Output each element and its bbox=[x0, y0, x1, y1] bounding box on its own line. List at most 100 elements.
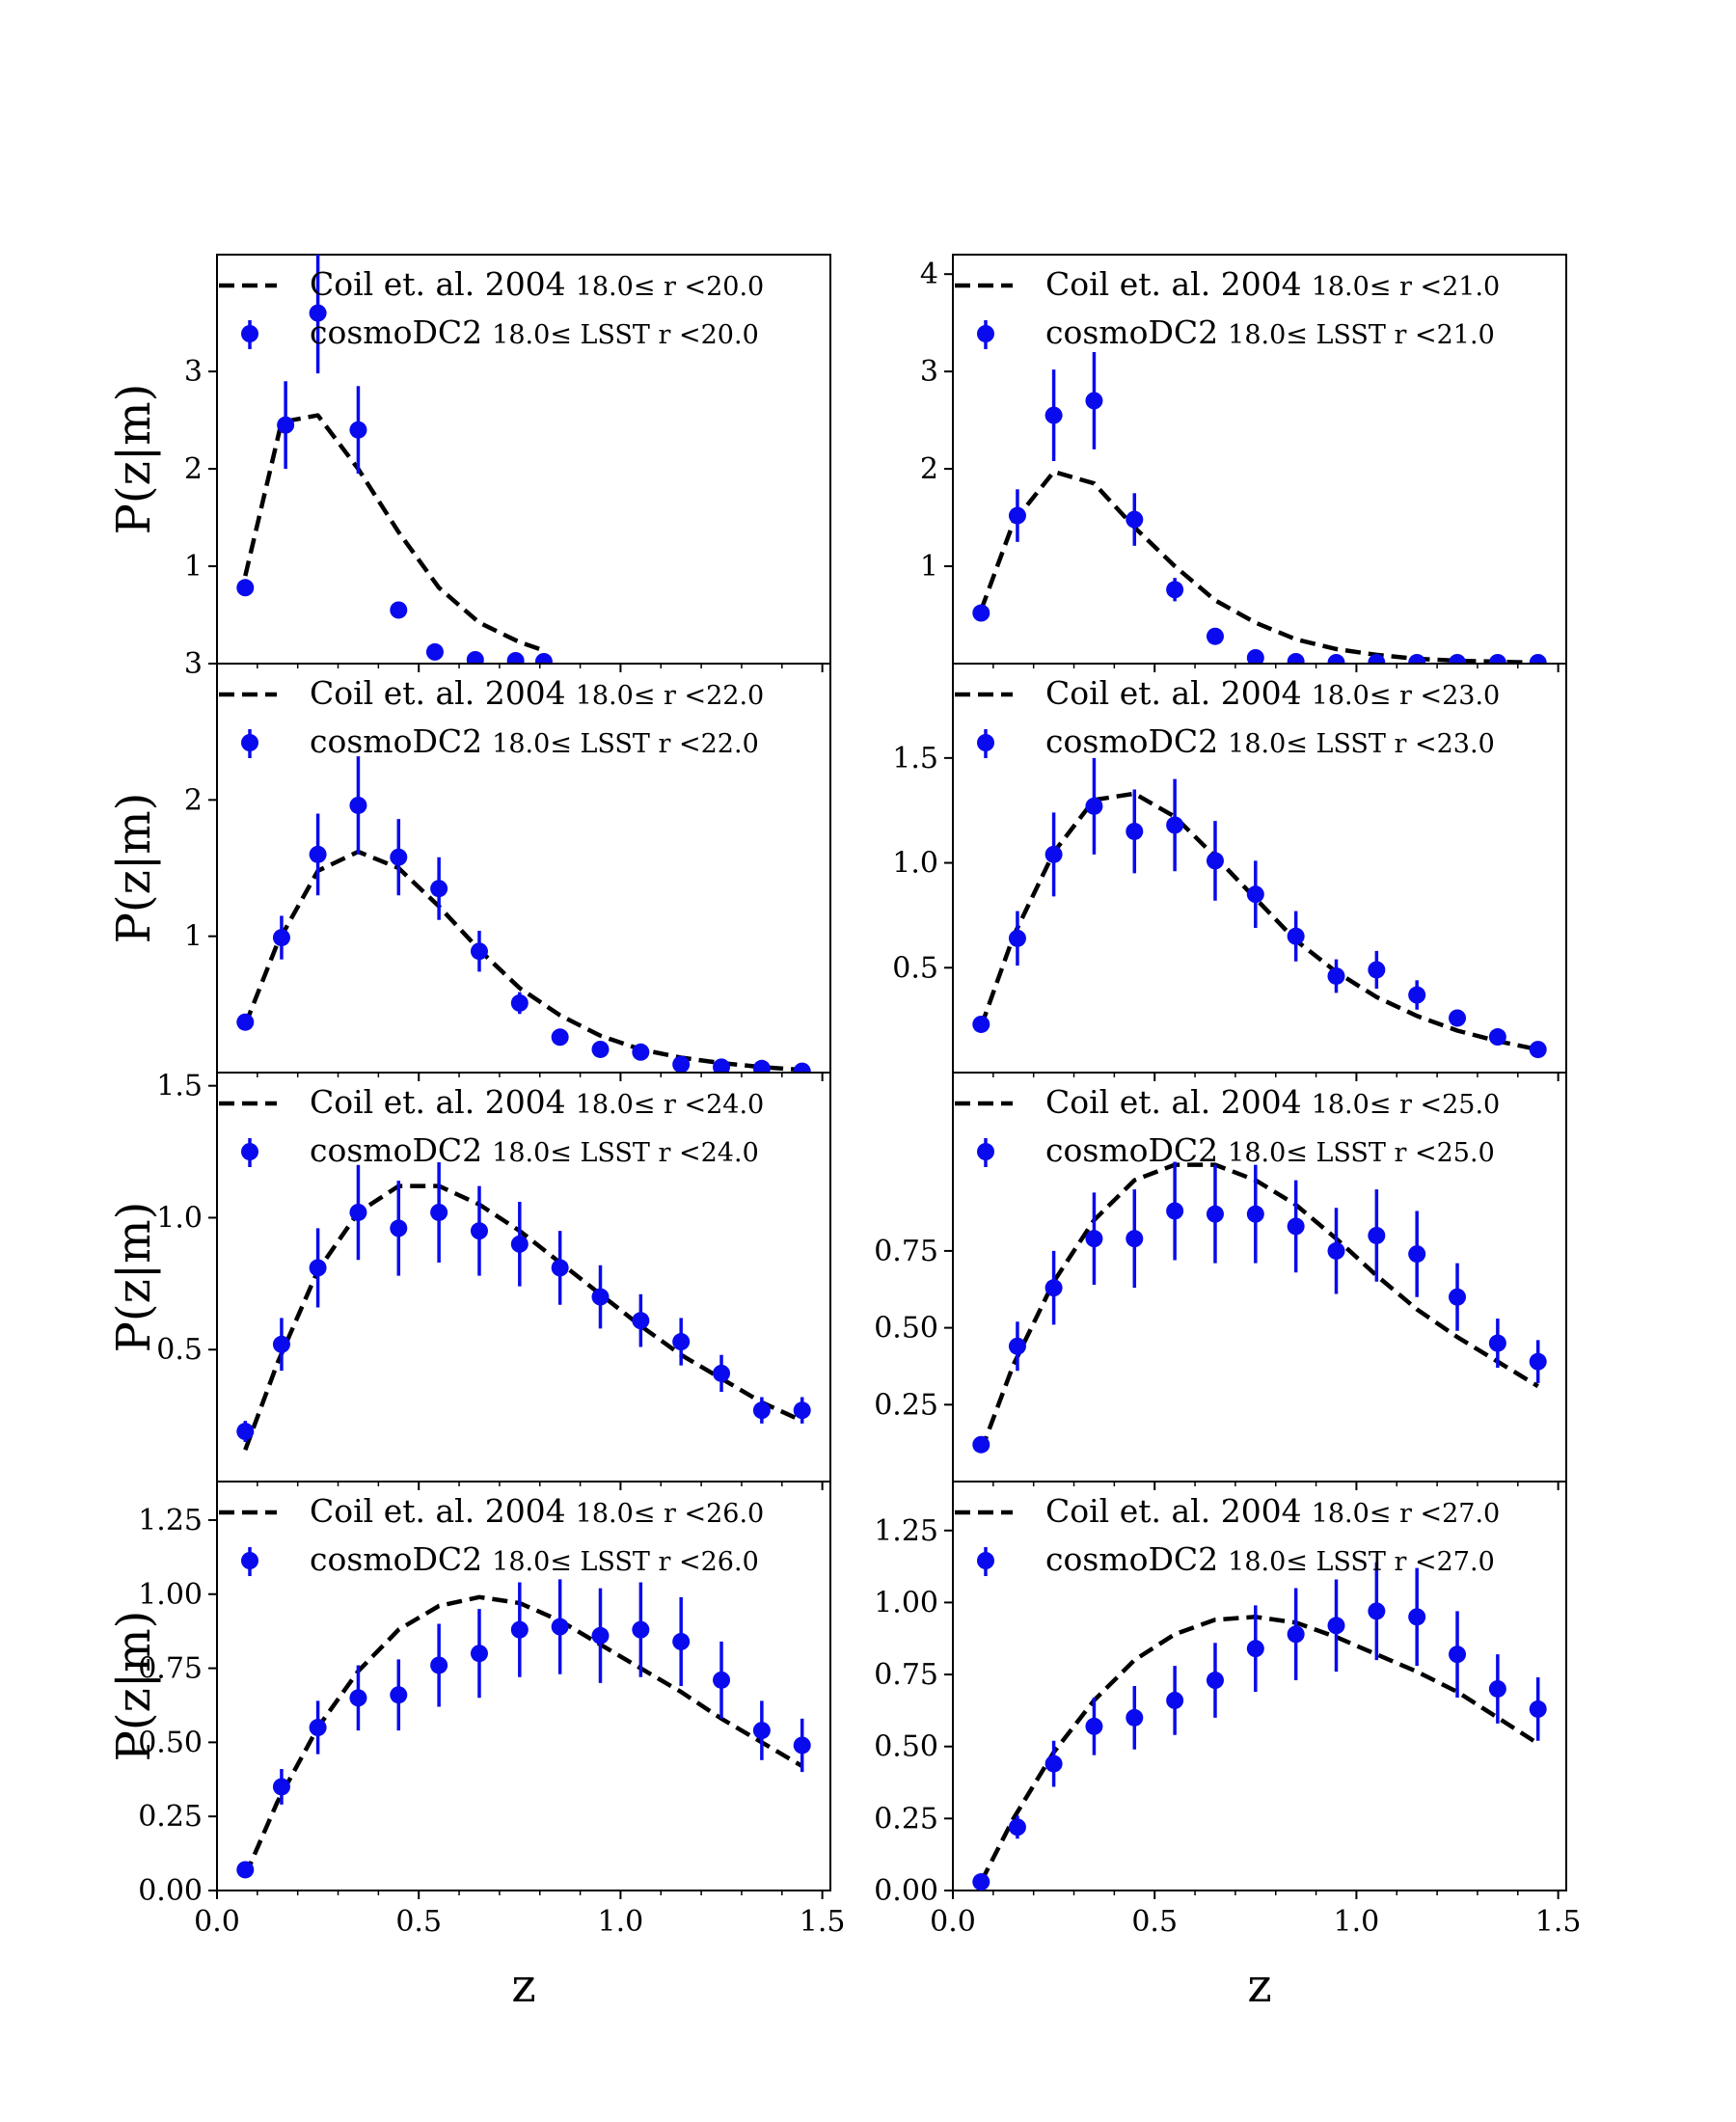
data-point bbox=[1529, 1352, 1547, 1371]
legend-point-swatch bbox=[241, 1143, 258, 1160]
legend-point-cut: 18.0≤ LSST r <27.0 bbox=[1228, 1547, 1495, 1577]
panel-1: 1 2 3 Coil et. al. 2004 18.0≤ r <20.0 cosmoDC… bbox=[107, 254, 831, 672]
legend-point-main: cosmoDC2 bbox=[310, 313, 482, 351]
data-point bbox=[510, 1235, 529, 1253]
legend-point-label: cosmoDC2 18.0≤ LSST r <26.0 bbox=[310, 1540, 759, 1578]
data-point bbox=[1246, 648, 1264, 664]
legend-line-main: Coil et. al. 2004 bbox=[1045, 1492, 1302, 1530]
data-point bbox=[510, 1620, 529, 1639]
coil-model-line bbox=[979, 791, 1539, 1052]
data-point bbox=[1126, 822, 1144, 840]
legend-line-label: Coil et. al. 2004 18.0≤ r <26.0 bbox=[310, 1492, 764, 1530]
x-tick-label: 0.0 bbox=[930, 1905, 976, 1939]
data-point bbox=[1488, 653, 1506, 664]
y-tick-label: 0.00 bbox=[138, 1874, 203, 1908]
data-point bbox=[390, 1686, 408, 1704]
data-point bbox=[1246, 885, 1264, 904]
legend-line-label: Coil et. al. 2004 18.0≤ r <24.0 bbox=[310, 1083, 764, 1121]
data-point bbox=[713, 1058, 731, 1073]
data-point bbox=[1126, 510, 1144, 529]
legend-point-cut: 18.0≤ LSST r <24.0 bbox=[492, 1138, 759, 1168]
data-point bbox=[1408, 653, 1426, 664]
data-point bbox=[672, 1333, 691, 1351]
data-point bbox=[470, 1222, 488, 1240]
data-point bbox=[632, 1620, 650, 1639]
data-point bbox=[1085, 392, 1103, 410]
legend-point-label: cosmoDC2 18.0≤ LSST r <22.0 bbox=[310, 722, 759, 760]
legend-line-cut: 18.0≤ r <25.0 bbox=[1312, 1090, 1501, 1120]
coil-model-line bbox=[243, 413, 541, 652]
legend-point-cut: 18.0≤ LSST r <21.0 bbox=[1228, 320, 1495, 350]
data-point bbox=[1126, 1230, 1144, 1248]
data-point bbox=[1206, 1672, 1224, 1690]
y-tick-label: 1 bbox=[184, 550, 203, 584]
data-point bbox=[430, 1203, 448, 1221]
legend-line-main: Coil et. al. 2004 bbox=[310, 674, 566, 712]
data-point bbox=[632, 1043, 650, 1061]
data-point bbox=[1529, 1041, 1547, 1059]
y-tick-label: 0.75 bbox=[874, 1235, 938, 1268]
data-point bbox=[752, 1059, 771, 1073]
panel-4: 0.5 1.0 1.5 Coil et. al. 2004 18.0≤ r <23.0 c… bbox=[892, 663, 1567, 1081]
panel-2: 1 2 3 4 Coil et. al. 2004 18.0≤ r <21.0 cosmoD… bbox=[920, 254, 1567, 672]
legend-line-label: Coil et. al. 2004 18.0≤ r <22.0 bbox=[310, 674, 764, 712]
legend-line-label: Coil et. al. 2004 18.0≤ r <27.0 bbox=[1045, 1492, 1500, 1530]
data-point bbox=[1529, 1700, 1547, 1718]
y-tick-label: 3 bbox=[184, 355, 203, 389]
legend-point-swatch bbox=[241, 1552, 258, 1569]
data-point bbox=[551, 1028, 569, 1047]
data-point bbox=[1449, 1646, 1467, 1664]
plot-area bbox=[236, 1579, 811, 1879]
data-point bbox=[466, 650, 484, 664]
data-point bbox=[1044, 406, 1063, 424]
legend-line-main: Coil et. al. 2004 bbox=[310, 265, 566, 303]
legend-point-swatch bbox=[977, 734, 994, 751]
plot-area bbox=[972, 351, 1547, 664]
data-point bbox=[1529, 653, 1547, 664]
data-point bbox=[1327, 1617, 1345, 1635]
legend-point-swatch bbox=[241, 325, 258, 342]
y-tick-label: 3 bbox=[184, 647, 203, 681]
legend-line-label: Coil et. al. 2004 18.0≤ r <25.0 bbox=[1045, 1083, 1500, 1121]
data-point bbox=[1008, 929, 1026, 947]
data-point bbox=[591, 1288, 610, 1306]
plot-area bbox=[972, 1562, 1547, 1891]
legend-point-main: cosmoDC2 bbox=[310, 722, 482, 760]
legend-line-label: Coil et. al. 2004 18.0≤ r <20.0 bbox=[310, 265, 764, 303]
panel-5: 0.5 1.0 1.5 Coil et. al. 2004 18.0≤ r <24.0 c… bbox=[107, 1070, 831, 1490]
legend-point-swatch bbox=[977, 1143, 994, 1160]
plot-area bbox=[972, 1161, 1547, 1454]
y-tick-label: 0.00 bbox=[874, 1874, 938, 1908]
y-tick-label: 1 bbox=[920, 550, 938, 584]
data-point bbox=[793, 1401, 811, 1420]
legend-point-cut: 18.0≤ LSST r <26.0 bbox=[492, 1547, 759, 1577]
y-tick-label: 0.75 bbox=[138, 1652, 203, 1686]
data-point bbox=[1287, 927, 1305, 945]
data-point bbox=[972, 604, 990, 622]
data-point bbox=[236, 1013, 255, 1031]
y-axis-label: P(z|m) bbox=[107, 1611, 161, 1762]
data-point bbox=[1246, 1205, 1264, 1223]
data-point bbox=[1206, 627, 1224, 645]
y-tick-label: 0.25 bbox=[874, 1388, 938, 1422]
coil-model-line bbox=[243, 1183, 803, 1451]
data-point bbox=[1327, 1241, 1345, 1260]
data-point bbox=[277, 416, 295, 434]
plot-area bbox=[236, 255, 553, 664]
legend-point-label: cosmoDC2 18.0≤ LSST r <25.0 bbox=[1045, 1131, 1495, 1169]
data-point bbox=[1008, 506, 1026, 525]
legend-line-cut: 18.0≤ r <24.0 bbox=[576, 1090, 765, 1120]
data-point bbox=[430, 1656, 448, 1674]
y-tick-label: 0.5 bbox=[156, 1333, 203, 1367]
y-tick-label: 0.50 bbox=[874, 1312, 938, 1346]
legend-line-cut: 18.0≤ r <21.0 bbox=[1312, 272, 1501, 302]
y-axis-label: P(z|m) bbox=[107, 793, 161, 944]
y-axis-label: P(z|m) bbox=[107, 1202, 161, 1353]
legend-line-cut: 18.0≤ r <26.0 bbox=[576, 1499, 765, 1529]
data-point bbox=[793, 1736, 811, 1755]
data-point bbox=[390, 601, 408, 619]
y-tick-label: 1.25 bbox=[138, 1504, 203, 1537]
y-tick-label: 0.50 bbox=[874, 1730, 938, 1764]
plot-frame bbox=[952, 1481, 1567, 1891]
